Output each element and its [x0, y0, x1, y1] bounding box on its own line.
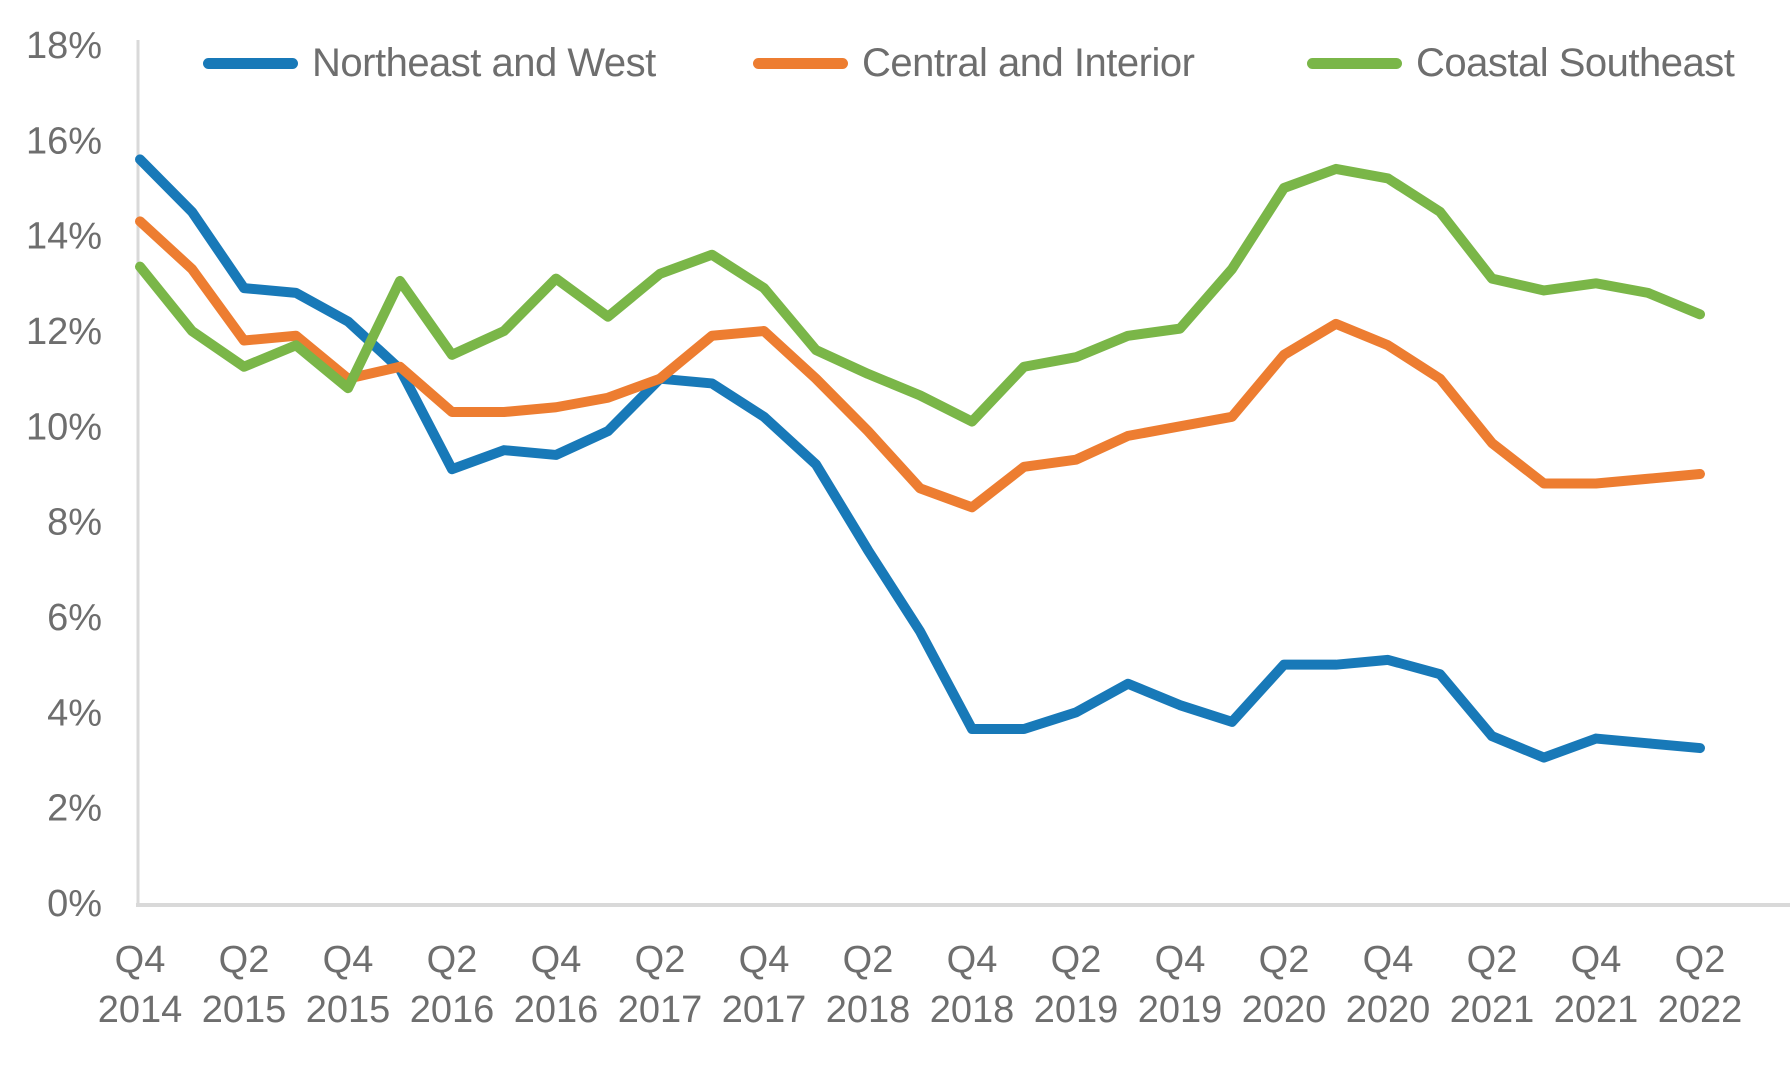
x-tick-year-label: 2020 — [1242, 989, 1327, 1031]
x-tick-year-label: 2015 — [306, 989, 391, 1031]
x-tick-year-label: 2021 — [1450, 989, 1535, 1031]
legend-item-central-and-interior: Central and Interior — [753, 38, 1195, 88]
x-tick-year-label: 2016 — [410, 989, 495, 1031]
x-tick-quarter-label: Q4 — [739, 939, 790, 981]
x-tick-quarter-label: Q4 — [323, 939, 374, 981]
x-tick-quarter-label: Q2 — [1467, 939, 1518, 981]
series-line-coastal-southeast — [135, 163, 1705, 427]
y-tick-label: 10% — [26, 406, 102, 448]
x-tick-year-label: 2019 — [1034, 989, 1119, 1031]
y-tick-label: 12% — [26, 311, 102, 353]
x-tick-quarter-label: Q2 — [1675, 939, 1726, 981]
x-tick-quarter-label: Q4 — [947, 939, 998, 981]
x-tick-year-label: 2021 — [1554, 989, 1639, 1031]
y-tick-label: 18% — [26, 25, 102, 67]
y-tick-label: 4% — [47, 692, 102, 734]
legend-item-northeast-and-west: Northeast and West — [203, 38, 656, 88]
x-tick-year-label: 2019 — [1138, 989, 1223, 1031]
legend-swatch-green — [1307, 57, 1402, 69]
x-tick-quarter-label: Q2 — [843, 939, 894, 981]
x-tick-year-label: 2015 — [202, 989, 287, 1031]
x-tick-quarter-label: Q2 — [427, 939, 478, 981]
y-tick-label: 8% — [47, 502, 102, 544]
x-tick-year-label: 2018 — [930, 989, 1015, 1031]
legend-item-coastal-southeast: Coastal Southeast — [1307, 38, 1735, 88]
legend-swatch-orange — [753, 57, 848, 69]
y-tick-label: 0% — [47, 883, 102, 925]
x-tick-year-label: 2022 — [1658, 989, 1743, 1031]
y-tick-label: 2% — [47, 788, 102, 830]
x-tick-year-label: 2020 — [1346, 989, 1431, 1031]
x-tick-quarter-label: Q2 — [219, 939, 270, 981]
x-tick-quarter-label: Q2 — [1051, 939, 1102, 981]
legend: Northeast and West Central and Interior … — [0, 0, 1792, 95]
x-tick-quarter-label: Q2 — [1259, 939, 1310, 981]
x-tick-year-label: 2017 — [722, 989, 807, 1031]
x-tick-quarter-label: Q4 — [1363, 939, 1414, 981]
x-tick-year-label: 2018 — [826, 989, 911, 1031]
x-tick-quarter-label: Q4 — [115, 939, 166, 981]
y-tick-label: 14% — [26, 216, 102, 258]
x-tick-quarter-label: Q4 — [531, 939, 582, 981]
x-tick-quarter-label: Q2 — [635, 939, 686, 981]
x-tick-quarter-label: Q4 — [1571, 939, 1622, 981]
legend-swatch-blue — [203, 57, 298, 69]
legend-label: Central and Interior — [862, 40, 1195, 85]
series-line-central-and-interior — [135, 216, 1705, 513]
x-tick-year-label: 2017 — [618, 989, 703, 1031]
x-tick-quarter-label: Q4 — [1155, 939, 1206, 981]
y-tick-label: 6% — [47, 597, 102, 639]
legend-label: Northeast and West — [312, 40, 656, 85]
x-tick-year-label: 2016 — [514, 989, 599, 1031]
legend-label: Coastal Southeast — [1416, 40, 1735, 85]
x-tick-year-label: 2014 — [98, 989, 183, 1031]
y-tick-label: 16% — [26, 120, 102, 162]
